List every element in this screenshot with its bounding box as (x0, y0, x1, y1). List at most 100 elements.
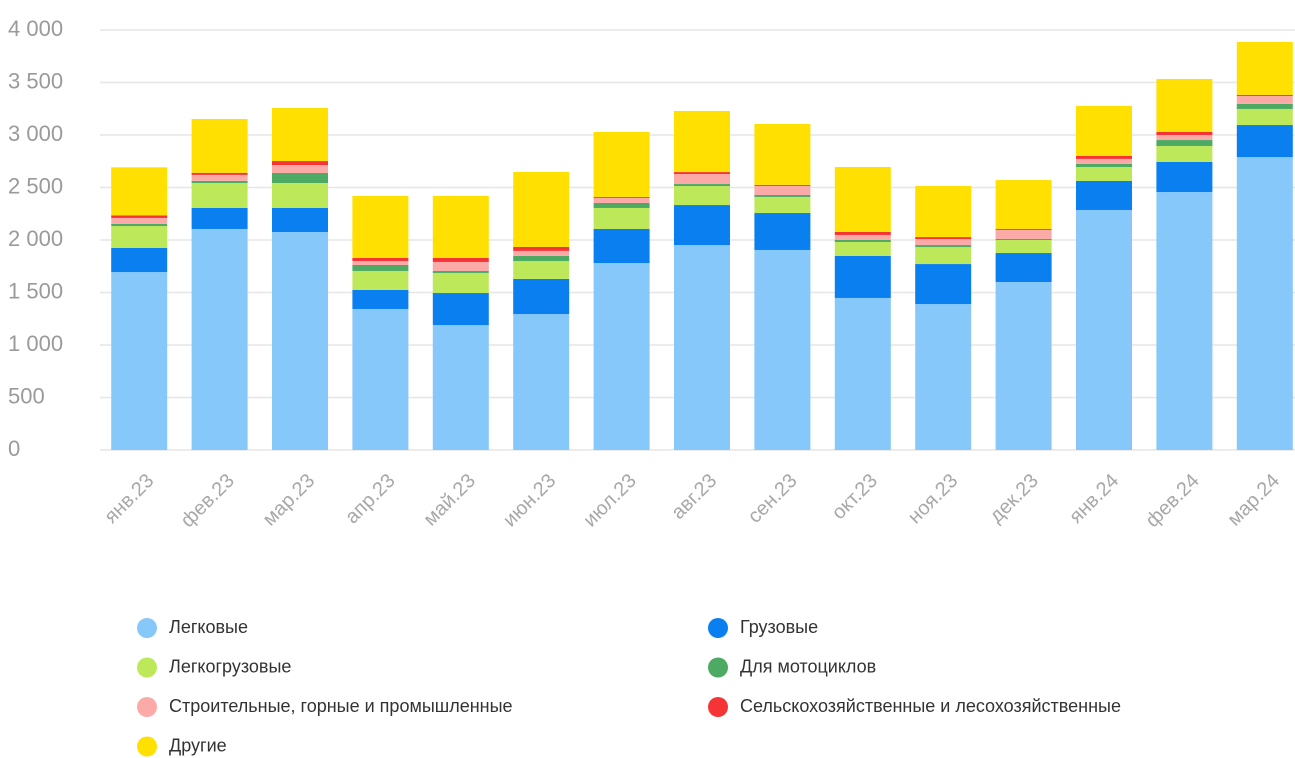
bar-segment (1236, 103, 1293, 109)
bar-segment (834, 297, 891, 450)
bar-segment (995, 240, 1052, 254)
bar-segment (1156, 79, 1213, 132)
legend-marker (708, 618, 728, 638)
bar-segment (272, 182, 328, 208)
bar-segment (1076, 209, 1132, 450)
y-tick-label: 1 500 (8, 278, 63, 303)
bar-segment (754, 249, 811, 450)
x-tick-label: июн.23 (499, 470, 561, 532)
bar-segment (111, 167, 168, 216)
y-tick-label: 0 (8, 436, 20, 461)
bar-segment (834, 240, 891, 242)
bar-segment (754, 184, 811, 186)
bar-segment (272, 161, 328, 166)
y-tick-label: 4 000 (8, 16, 63, 41)
legend-label: Легкогрузовые (169, 656, 291, 676)
bar-segment (834, 255, 891, 298)
bar-segment (111, 247, 168, 273)
bar-segment (915, 247, 972, 265)
bar-segment (1236, 125, 1293, 158)
legend-label: Легковые (169, 617, 248, 637)
bar-segment (352, 196, 409, 258)
bar-segment (1236, 41, 1293, 95)
bar-segment (915, 239, 972, 246)
y-tick-label: 1 000 (8, 331, 63, 356)
legend-label: Другие (169, 735, 227, 755)
bar-segment (432, 270, 489, 273)
bar-segment (1236, 94, 1293, 96)
bar-segment (272, 232, 328, 450)
bar-segment (593, 131, 650, 197)
y-tick-label: 500 (8, 383, 45, 408)
bar-segment (593, 197, 650, 203)
legend-label: Для мотоциклов (740, 656, 876, 676)
bar-segment (513, 171, 570, 247)
x-tick-label: ноя.23 (904, 470, 963, 529)
bar-segment (111, 217, 168, 224)
bar-segment (834, 234, 891, 240)
x-tick-label: май.23 (419, 470, 480, 531)
bar-segment (272, 173, 328, 183)
x-tick-label: дек.23 (985, 470, 1043, 528)
y-tick-label: 2 500 (8, 173, 63, 198)
bar-segment (352, 257, 409, 261)
bar-segment (1236, 95, 1293, 104)
legend-marker (708, 657, 728, 678)
bar-segment (272, 165, 328, 174)
bar-segment (834, 241, 891, 256)
bar-segment (995, 228, 1052, 230)
legend-label: Грузовые (740, 617, 818, 637)
bar-segment (593, 196, 650, 198)
bar-segment (191, 207, 248, 229)
bar-segment (995, 180, 1052, 229)
bar-segment (272, 207, 328, 233)
bar-segment (995, 238, 1052, 240)
y-tick-label: 3 500 (8, 68, 63, 93)
bar-segment (995, 229, 1052, 239)
bar-segment (754, 213, 811, 250)
bar-segment (191, 174, 248, 181)
bar-segment (1076, 180, 1132, 210)
bar-segment (432, 257, 489, 262)
bar-segment (1156, 135, 1213, 141)
bar-segment (1236, 108, 1293, 126)
x-tick-label: фев.23 (177, 470, 239, 532)
bar-segment (432, 325, 489, 450)
bar-segment (191, 180, 248, 183)
y-tick-label: 3 000 (8, 121, 63, 146)
bar-segment (834, 231, 891, 235)
bar-segment (915, 264, 972, 305)
bar-segment (432, 261, 489, 271)
bar-segment (272, 108, 328, 162)
y-tick-label: 2 000 (8, 226, 63, 251)
bar-segment (834, 167, 891, 232)
bar-segment (995, 253, 1052, 282)
bar-segment (1156, 140, 1213, 147)
bar-segment (915, 304, 972, 450)
x-tick-label: июл.23 (579, 470, 641, 532)
bar-segment (674, 186, 730, 206)
bar-segment (352, 289, 409, 309)
bar-segment (1156, 161, 1213, 193)
bar-segment (915, 186, 972, 238)
bar-segment (513, 314, 570, 450)
bar-segment (1076, 163, 1132, 168)
bar-segment (1076, 155, 1132, 159)
bar-segment (915, 245, 972, 248)
bar-segment (432, 272, 489, 294)
bar-segment (191, 182, 248, 208)
bar-segment (111, 272, 168, 450)
bar-segment (191, 119, 248, 173)
bar-segment (674, 172, 730, 175)
bar-segment (1076, 158, 1132, 164)
bar-segment (352, 264, 409, 271)
legend-marker (137, 697, 157, 717)
bar-segment (352, 261, 409, 265)
bar-segment (674, 245, 730, 450)
bar-segment (1236, 157, 1293, 451)
bar-segment (593, 228, 650, 263)
x-tick-label: мар.24 (1223, 470, 1284, 531)
bar-segment (754, 185, 811, 195)
bar-segment (1076, 105, 1132, 156)
